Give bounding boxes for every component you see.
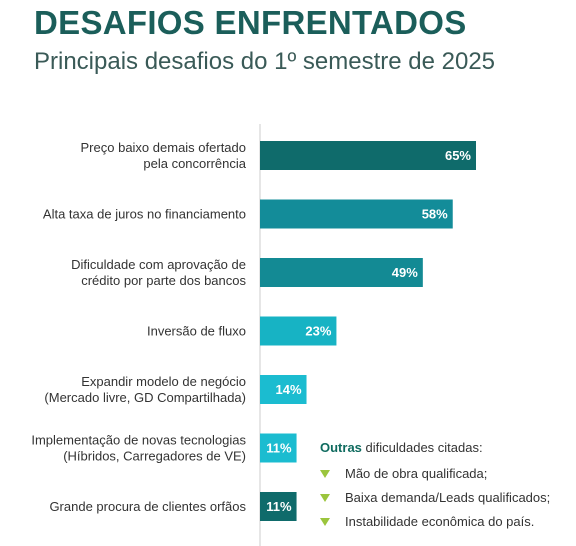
category-label: Preço baixo demais ofertado <box>81 140 246 155</box>
bar <box>260 258 423 287</box>
bar <box>260 316 337 346</box>
other-difficulties-heading-rest: dificuldades citadas: <box>361 440 483 455</box>
category-label: Alta taxa de juros no financiamento <box>43 207 246 222</box>
category-label: Inversão de fluxo <box>147 324 246 339</box>
triangle-bullet-icon <box>320 494 330 502</box>
bar-value-label: 49% <box>392 265 418 280</box>
bar-value-label: 11% <box>266 441 292 456</box>
other-difficulties-heading-bold: Outras <box>320 440 362 455</box>
category-label: (Híbridos, Carregadores de VE) <box>63 449 246 464</box>
category-label: Implementação de novas tecnologias <box>31 433 246 448</box>
bar <box>260 375 307 404</box>
category-label: Grande procura de clientes orfãos <box>49 499 246 514</box>
triangle-bullet-icon <box>320 470 330 478</box>
bar-value-label: 58% <box>422 207 448 222</box>
other-difficulty-text: Instabilidade econômica do país. <box>345 514 535 529</box>
bar <box>260 141 476 170</box>
bar-value-label: 65% <box>445 148 471 163</box>
bar <box>260 199 453 229</box>
category-label: crédito por parte dos bancos <box>81 273 246 288</box>
bar-value-label: 11% <box>266 499 292 514</box>
other-difficulty-item: Instabilidade econômica do país. <box>320 510 576 534</box>
category-label: Expandir modelo de negócio <box>81 374 246 389</box>
chart-subtitle: Principais desafios do 1º semestre de 20… <box>34 48 496 75</box>
bar <box>260 492 297 521</box>
category-label: pela concorrência <box>143 156 246 171</box>
other-difficulty-item: Mão de obra qualificada; <box>320 462 576 486</box>
bar <box>260 433 297 463</box>
category-label: (Mercado livre, GD Compartilhada) <box>44 390 246 405</box>
bar-value-label: 14% <box>275 382 301 397</box>
other-difficulties-heading: Outras dificuldades citadas: <box>320 440 576 455</box>
other-difficulty-text: Baixa demanda/Leads qualificados; <box>345 490 551 505</box>
bar-value-label: 23% <box>305 324 331 339</box>
other-difficulty-item: Baixa demanda/Leads qualificados; <box>320 486 576 510</box>
triangle-bullet-icon <box>320 518 330 526</box>
category-label: Dificuldade com aprovação de <box>71 257 246 272</box>
other-difficulties: Outras dificuldades citadas: Mão de obra… <box>320 440 576 534</box>
chart-title: DESAFIOS ENFRENTADOS <box>34 4 467 41</box>
other-difficulty-text: Mão de obra qualificada; <box>345 466 488 481</box>
